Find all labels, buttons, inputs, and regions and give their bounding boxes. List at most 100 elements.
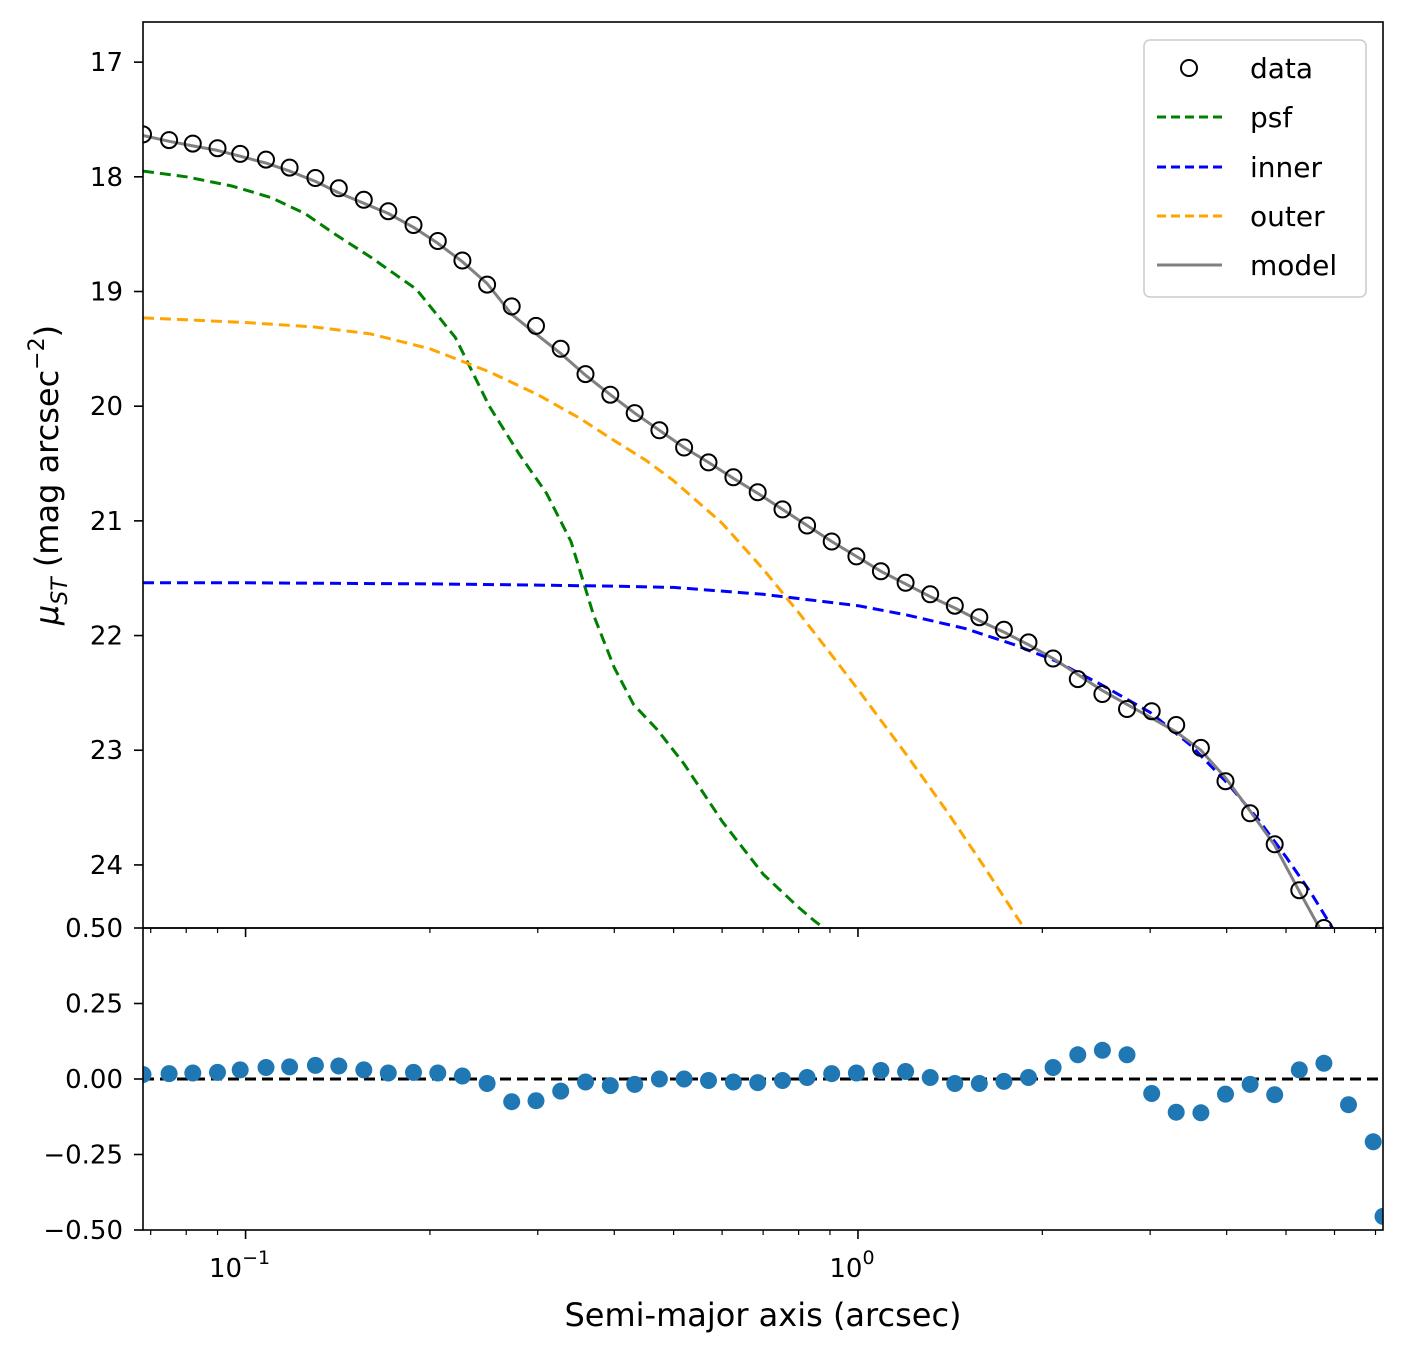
residual-point	[184, 1064, 202, 1082]
data-point	[478, 275, 497, 294]
legend-entry-outer: outer	[1157, 200, 1325, 233]
y-tick-label: 23	[90, 736, 123, 766]
residual-point	[1217, 1085, 1234, 1103]
legend-label-data: data	[1250, 52, 1313, 85]
legend-label-inner: inner	[1250, 151, 1322, 184]
residual-point	[1143, 1085, 1161, 1102]
data-point	[970, 608, 989, 627]
data-point	[143, 125, 152, 144]
residual-point	[257, 1059, 275, 1076]
data-point	[1118, 700, 1136, 718]
legend-entry-psf: psf	[1157, 101, 1293, 134]
residual-y-tick-label: −0.25	[43, 1141, 123, 1171]
data-point	[208, 139, 227, 158]
data-point	[1241, 804, 1260, 823]
data-point	[724, 468, 743, 487]
legend-entry-inner: inner	[1157, 151, 1322, 184]
residual-point	[1340, 1096, 1357, 1114]
inner-curve	[143, 581, 1335, 928]
legend-marker-data	[1180, 59, 1198, 77]
legend: data psf inner outer model	[1143, 39, 1367, 298]
data-point	[675, 438, 694, 457]
y-tick-label: 17	[90, 48, 123, 78]
residual-point	[306, 1056, 324, 1074]
y-tick-label: 20	[90, 392, 123, 422]
residual-point	[379, 1064, 397, 1082]
residual-point	[1315, 1054, 1333, 1072]
data-point	[231, 144, 250, 163]
residual-point	[872, 1062, 890, 1079]
residual-point	[798, 1069, 816, 1086]
residual-point	[330, 1057, 348, 1075]
residual-point	[577, 1073, 594, 1091]
data-point	[1191, 738, 1210, 757]
residual-point	[1364, 1133, 1382, 1151]
residual-point	[897, 1063, 915, 1080]
data-point	[921, 585, 940, 604]
residual-point	[1093, 1041, 1111, 1059]
residual-y-tick-label: 0.00	[65, 1065, 123, 1095]
residual-point	[1266, 1086, 1284, 1104]
legend-box	[1143, 39, 1367, 298]
legend-label-outer: outer	[1250, 200, 1325, 233]
y-label-subscript: ST	[48, 576, 73, 605]
residual-point	[1290, 1061, 1308, 1079]
residual-y-tick-label: 0.50	[65, 914, 123, 944]
residual-point	[405, 1063, 422, 1081]
residual-point	[478, 1075, 496, 1092]
residual-y-ticks: −0.50 −0.25 0.00 0.25 0.50	[43, 914, 143, 1246]
y-tick-label: 18	[90, 163, 123, 193]
data-point	[896, 573, 915, 592]
data-point	[1265, 835, 1284, 854]
y-label-mu: μ	[28, 605, 66, 626]
legend-entry-model: model	[1157, 249, 1337, 282]
profile-y-axis-label: μST (mag arcsec−2)	[25, 325, 73, 626]
residual-point	[1192, 1104, 1210, 1122]
y-tick-label: 24	[90, 851, 123, 881]
residual-point	[503, 1093, 521, 1111]
y-label-close-paren: )	[28, 325, 66, 337]
data-point	[428, 232, 447, 250]
residual-point	[1044, 1059, 1062, 1076]
residual-point	[847, 1064, 865, 1082]
x-axis-label: Semi-major axis (arcsec)	[564, 1296, 961, 1334]
data-point	[798, 516, 817, 535]
data-point	[1314, 919, 1333, 928]
x-tick-label: 10−1	[209, 1247, 270, 1284]
data-point	[160, 131, 179, 150]
data-point	[650, 421, 669, 440]
data-point	[748, 483, 767, 502]
residual-point	[823, 1065, 841, 1083]
profile-x-ticks	[150, 928, 1377, 937]
data-point	[822, 532, 841, 551]
y-tick-label: 21	[90, 507, 123, 537]
data-point	[601, 385, 620, 404]
residual-y-tick-label: 0.25	[65, 990, 123, 1020]
residual-point	[749, 1074, 767, 1092]
legend-entry-data: data	[1180, 52, 1313, 85]
data-point	[847, 547, 866, 566]
residual-point	[355, 1061, 373, 1079]
residual-point	[231, 1061, 249, 1079]
psf-curve	[143, 169, 827, 928]
data-point	[1290, 881, 1309, 900]
outer-curve	[143, 316, 1026, 928]
residual-point	[552, 1082, 570, 1100]
data-point	[379, 202, 398, 221]
data-point	[404, 216, 423, 234]
residual-y-tick-label: −0.50	[43, 1216, 123, 1246]
legend-label-psf: psf	[1250, 101, 1293, 134]
data-point	[1068, 670, 1087, 689]
data-point	[453, 251, 472, 270]
data-point	[1093, 685, 1112, 703]
residual-point	[281, 1058, 299, 1076]
y-tick-label: 19	[90, 278, 123, 308]
residual-point	[774, 1072, 791, 1089]
data-point	[527, 316, 545, 335]
residual-panel: −0.50 −0.25 0.00 0.25 0.50 10−1 100 Semi-majo…	[43, 914, 1384, 1334]
data-point	[502, 297, 521, 316]
data-point	[354, 190, 373, 209]
data-point	[945, 596, 964, 615]
residual-point	[1374, 1207, 1383, 1225]
residual-point	[946, 1075, 964, 1092]
